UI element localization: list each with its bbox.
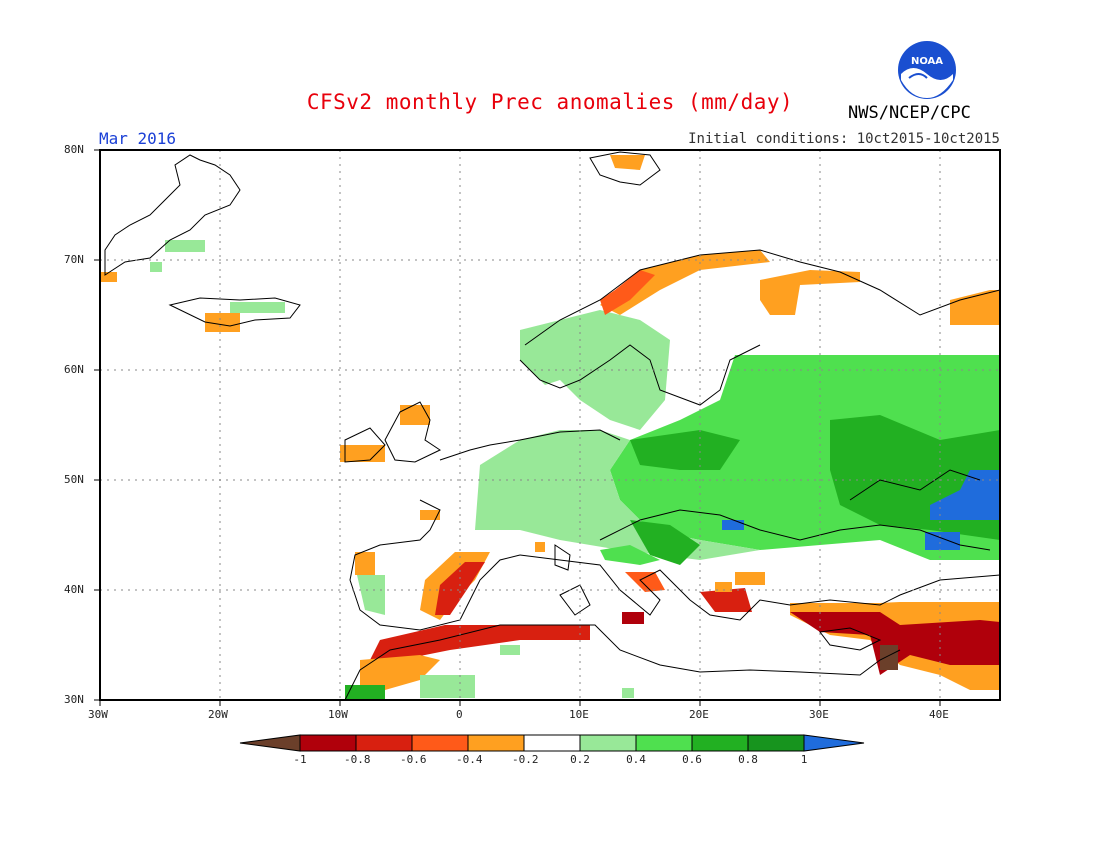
anomaly-region-sicily-red bbox=[622, 612, 644, 624]
lat-label-50n: 50N bbox=[64, 473, 84, 486]
colorbar-label-3: -0.4 bbox=[456, 753, 483, 766]
agency-label: NWS/NCEP/CPC bbox=[848, 103, 971, 123]
anomaly-region-turkey-red bbox=[790, 612, 1000, 675]
anomaly-layer bbox=[100, 155, 1000, 700]
anomaly-region-greece-orange bbox=[715, 572, 765, 592]
lon-label-0: 0 bbox=[456, 708, 463, 721]
colorbar-label-1: -0.8 bbox=[344, 753, 371, 766]
colorbar-swatch-10 bbox=[803, 734, 865, 752]
colorbar-swatch-8 bbox=[691, 734, 749, 752]
noaa-logo-icon: NOAA bbox=[898, 41, 956, 99]
map-frame bbox=[99, 149, 1001, 701]
anomaly-region-spain-orange bbox=[535, 542, 545, 552]
colorbar-label-7: 0.6 bbox=[682, 753, 702, 766]
anomaly-region-dark-green-balkan bbox=[630, 520, 700, 565]
anomaly-region-blue-hungary bbox=[722, 520, 744, 530]
colorbar-swatch-2 bbox=[355, 734, 413, 752]
anomaly-region-levant-brown bbox=[880, 645, 898, 670]
lat-label-40n: 40N bbox=[64, 583, 84, 596]
lat-label-80n: 80N bbox=[64, 143, 84, 156]
coastlines bbox=[104, 151, 1000, 700]
colorbar-label-9: 1 bbox=[800, 753, 808, 766]
anomaly-region-ural-orange bbox=[950, 290, 1000, 325]
lon-label-20e: 20E bbox=[689, 708, 709, 721]
lat-label-30n: 30N bbox=[64, 693, 84, 706]
anomaly-region-greenland bbox=[150, 240, 205, 272]
anomaly-region-uk bbox=[340, 405, 430, 462]
anomaly-region-norway-coast bbox=[600, 250, 770, 315]
anomaly-region-portugal-green bbox=[357, 575, 385, 615]
colorbar-label-2: -0.6 bbox=[400, 753, 427, 766]
colorbar-label-4: -0.2 bbox=[512, 753, 539, 766]
colorbar-swatch-0 bbox=[239, 734, 301, 752]
colorbar-label-6: 0.4 bbox=[626, 753, 646, 766]
logo-text: NOAA bbox=[911, 56, 943, 67]
initial-conditions: Initial conditions: 10ct2015-10ct2015 bbox=[688, 131, 1000, 147]
colorbar-label-8: 0.8 bbox=[738, 753, 758, 766]
anomaly-region-north-africa-orange bbox=[360, 655, 440, 690]
colorbar-swatch-3 bbox=[411, 734, 469, 752]
lon-label-30w: 30W bbox=[88, 708, 108, 721]
anomaly-region-libya-green bbox=[622, 688, 634, 698]
anomaly-region-kola bbox=[760, 270, 860, 315]
chart-title: CFSv2 monthly Prec anomalies (mm/day) bbox=[306, 90, 794, 114]
lon-label-30e: 30E bbox=[809, 708, 829, 721]
anomaly-region-central-europe bbox=[475, 430, 760, 560]
colorbar-swatch-4 bbox=[467, 734, 525, 752]
colorbar bbox=[239, 734, 865, 752]
lon-label-40e: 40E bbox=[929, 708, 949, 721]
colorbar-label-5: 0.2 bbox=[570, 753, 590, 766]
axis-ticks bbox=[94, 149, 941, 706]
anomaly-region-dark-green-poland bbox=[630, 430, 740, 470]
anomaly-region-iberia-red bbox=[435, 562, 485, 615]
anomaly-region-adriatic-green bbox=[600, 545, 660, 565]
forecast-month: Mar 2016 bbox=[99, 129, 177, 148]
lon-label-20w: 20W bbox=[208, 708, 228, 721]
anomaly-region-greece-red bbox=[700, 588, 752, 612]
anomaly-region-france-orange bbox=[420, 510, 440, 520]
colorbar-label-0: -1 bbox=[293, 753, 307, 766]
graticule bbox=[100, 150, 1000, 700]
colorbar-swatch-1 bbox=[299, 734, 357, 752]
colorbar-swatch-5 bbox=[523, 734, 581, 752]
anomaly-region-iberia-west bbox=[355, 552, 375, 575]
anomaly-region-greenland-orange bbox=[100, 272, 117, 282]
colorbar-swatch-9 bbox=[747, 734, 805, 752]
anomaly-region-blue-black-sea bbox=[925, 470, 1000, 550]
colorbar-swatch-7 bbox=[635, 734, 693, 752]
anomaly-region-morocco-green bbox=[345, 685, 385, 700]
anomaly-region-iceland-green bbox=[230, 302, 285, 313]
anomaly-region-algeria-green bbox=[420, 645, 520, 698]
anomaly-region-italy-red bbox=[625, 572, 665, 592]
lat-label-60n: 60N bbox=[64, 363, 84, 376]
anomaly-region-norway-red bbox=[600, 270, 655, 315]
anomaly-region-svalbard bbox=[610, 155, 645, 170]
colorbar-swatch-6 bbox=[579, 734, 637, 752]
anomaly-region-north-africa-red bbox=[370, 625, 590, 660]
lat-label-70n: 70N bbox=[64, 253, 84, 266]
lon-label-10w: 10W bbox=[328, 708, 348, 721]
anomaly-region-iceland-orange bbox=[205, 313, 240, 332]
lon-label-10e: 10E bbox=[569, 708, 589, 721]
